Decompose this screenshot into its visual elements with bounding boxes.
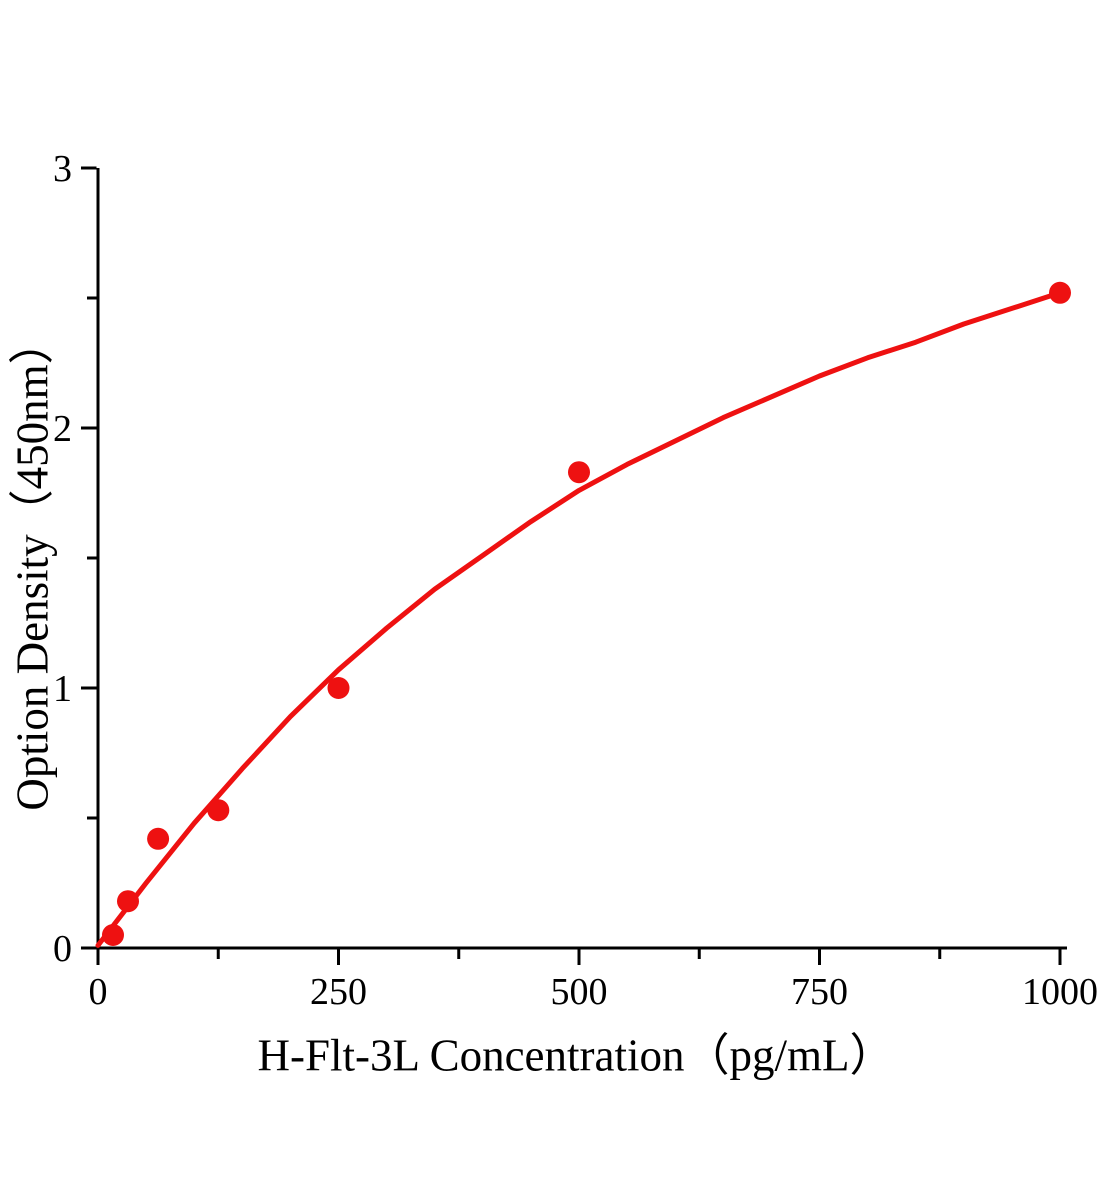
y-tick-label: 2	[53, 408, 72, 450]
y-tick-label: 3	[53, 148, 72, 190]
x-tick-label: 750	[791, 971, 848, 1013]
data-point	[147, 827, 170, 850]
x-tick-label: 0	[89, 971, 108, 1013]
data-point	[568, 461, 590, 484]
y-tick-label: 1	[53, 668, 72, 710]
x-tick-label: 250	[310, 971, 367, 1013]
data-point	[117, 890, 139, 913]
data-point	[102, 924, 124, 946]
y-axis-title: Option Density（450nm）	[7, 319, 58, 811]
x-tick-label: 500	[551, 971, 608, 1013]
data-point	[1049, 281, 1071, 304]
data-point	[207, 799, 230, 822]
y-tick-label: 0	[53, 928, 72, 970]
data-point	[327, 677, 350, 699]
x-tick-label: 1000	[1022, 971, 1098, 1013]
x-axis-title: H-Flt-3L Concentration（pg/mL）	[257, 1030, 895, 1081]
fit-curve	[95, 290, 1063, 948]
